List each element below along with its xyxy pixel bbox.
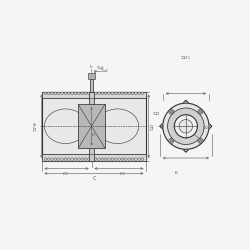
Circle shape <box>121 92 124 95</box>
Circle shape <box>71 92 74 95</box>
Circle shape <box>114 158 117 160</box>
Circle shape <box>81 92 84 95</box>
Text: $\varnothing d_1$: $\varnothing d_1$ <box>96 64 105 72</box>
Circle shape <box>141 92 144 95</box>
Text: $\varnothing d_2$: $\varnothing d_2$ <box>100 67 109 75</box>
Circle shape <box>88 158 90 160</box>
Circle shape <box>78 92 80 95</box>
Circle shape <box>71 158 74 160</box>
Circle shape <box>98 158 100 160</box>
Polygon shape <box>42 154 146 161</box>
Circle shape <box>44 92 47 95</box>
Circle shape <box>169 109 174 114</box>
Circle shape <box>98 92 100 95</box>
Circle shape <box>124 92 127 95</box>
Circle shape <box>111 92 114 95</box>
Polygon shape <box>88 73 96 79</box>
Circle shape <box>47 158 50 160</box>
Circle shape <box>94 92 97 95</box>
Circle shape <box>64 158 67 160</box>
Circle shape <box>94 158 97 160</box>
Circle shape <box>101 92 104 95</box>
Circle shape <box>118 158 120 160</box>
Text: h: h <box>90 66 92 70</box>
Polygon shape <box>90 79 94 92</box>
Text: H: H <box>92 133 95 137</box>
Circle shape <box>199 140 202 142</box>
Circle shape <box>54 158 57 160</box>
Text: K: K <box>174 171 177 175</box>
Circle shape <box>170 140 173 142</box>
Text: $\varnothing D$: $\varnothing D$ <box>152 110 161 117</box>
Circle shape <box>81 158 84 160</box>
Circle shape <box>104 92 107 95</box>
Circle shape <box>54 92 57 95</box>
Circle shape <box>128 158 130 160</box>
Text: $\varnothing D$: $\varnothing D$ <box>149 122 156 131</box>
Polygon shape <box>89 92 94 161</box>
Circle shape <box>174 115 198 138</box>
Polygon shape <box>42 92 146 98</box>
Circle shape <box>118 92 120 95</box>
Circle shape <box>141 158 144 160</box>
Circle shape <box>162 102 210 150</box>
Circle shape <box>64 92 67 95</box>
Circle shape <box>131 92 134 95</box>
Circle shape <box>199 110 202 113</box>
Circle shape <box>68 158 70 160</box>
Circle shape <box>58 92 60 95</box>
Circle shape <box>128 92 130 95</box>
Circle shape <box>84 158 87 160</box>
Circle shape <box>124 158 127 160</box>
Circle shape <box>84 92 87 95</box>
Circle shape <box>44 158 47 160</box>
Circle shape <box>88 92 90 95</box>
Circle shape <box>134 158 137 160</box>
Circle shape <box>68 92 70 95</box>
Circle shape <box>170 110 173 113</box>
Circle shape <box>51 158 53 160</box>
Circle shape <box>108 92 110 95</box>
Circle shape <box>168 108 204 144</box>
Circle shape <box>101 158 104 160</box>
Circle shape <box>121 158 124 160</box>
Circle shape <box>179 120 192 133</box>
Circle shape <box>114 92 117 95</box>
Circle shape <box>91 92 94 95</box>
Polygon shape <box>42 92 146 161</box>
Circle shape <box>198 109 203 114</box>
Circle shape <box>138 158 140 160</box>
Circle shape <box>61 158 64 160</box>
Circle shape <box>138 92 140 95</box>
Circle shape <box>74 92 77 95</box>
Polygon shape <box>78 104 105 148</box>
Circle shape <box>111 158 114 160</box>
Circle shape <box>74 158 77 160</box>
Text: $C_1$: $C_1$ <box>119 170 126 178</box>
Circle shape <box>131 158 134 160</box>
Circle shape <box>91 158 94 160</box>
Circle shape <box>47 92 50 95</box>
Circle shape <box>58 158 60 160</box>
Text: $\varnothing D_1$: $\varnothing D_1$ <box>180 54 191 62</box>
Circle shape <box>108 158 110 160</box>
Text: C: C <box>93 176 96 181</box>
Circle shape <box>61 92 64 95</box>
Circle shape <box>134 92 137 95</box>
Circle shape <box>78 158 80 160</box>
Circle shape <box>51 92 53 95</box>
Text: $C_1$: $C_1$ <box>62 170 69 178</box>
Text: $D_2$: $D_2$ <box>202 125 209 132</box>
Circle shape <box>163 103 209 149</box>
Text: $\varnothing F_W$: $\varnothing F_W$ <box>33 120 40 132</box>
Polygon shape <box>160 100 212 152</box>
Circle shape <box>169 138 174 143</box>
Circle shape <box>104 158 107 160</box>
Circle shape <box>198 138 203 143</box>
